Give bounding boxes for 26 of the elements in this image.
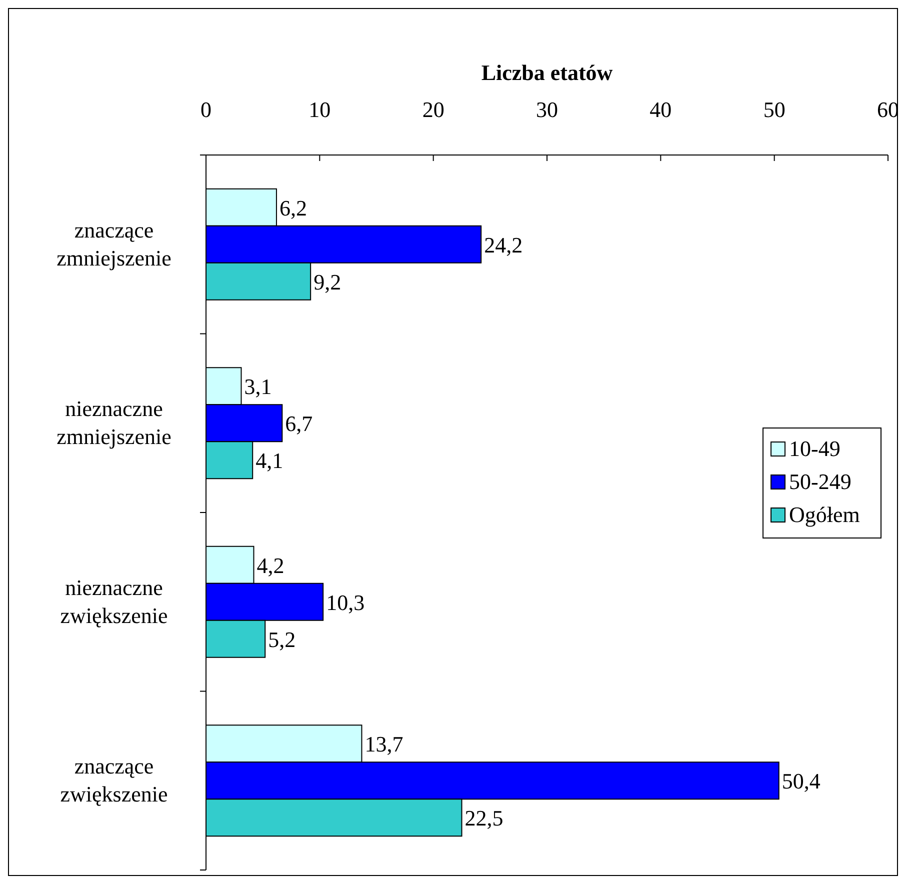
legend-label: 50-249 <box>789 469 852 494</box>
data-label: 9,2 <box>314 269 342 294</box>
x-tick-label: 40 <box>650 97 672 122</box>
y-tick-label: nieznaczne zmniejszenie <box>56 396 172 450</box>
legend-label: Ogółem <box>789 502 860 527</box>
data-label: 5,2 <box>268 626 296 652</box>
legend-label: 10-49 <box>789 436 840 461</box>
y-tick-label: znaczące zmniejszenie <box>56 217 172 270</box>
x-tick-label: 30 <box>536 97 558 122</box>
x-tick-label: 50 <box>763 97 786 122</box>
x-axis-title: Liczba etatów <box>481 60 613 85</box>
data-label: 4,2 <box>256 552 284 578</box>
x-tick-label: 0 <box>200 97 212 122</box>
y-tick-label: nieznaczne zwiększenie <box>60 574 168 628</box>
data-label: 3,1 <box>244 374 272 400</box>
data-label: 6,7 <box>285 411 313 436</box>
data-label: 22,5 <box>464 806 504 831</box>
x-tick-label: 10 <box>308 97 331 122</box>
data-label: 24,2 <box>484 232 523 258</box>
y-tick-label: znaczące zwiększenie <box>60 754 168 807</box>
data-label: 10,3 <box>326 590 365 615</box>
data-label: 13,7 <box>364 732 404 757</box>
x-tick-label: 20 <box>422 97 444 122</box>
data-label: 6,2 <box>279 195 307 220</box>
data-label: 50,4 <box>782 768 820 794</box>
data-label: 4,1 <box>256 448 284 474</box>
